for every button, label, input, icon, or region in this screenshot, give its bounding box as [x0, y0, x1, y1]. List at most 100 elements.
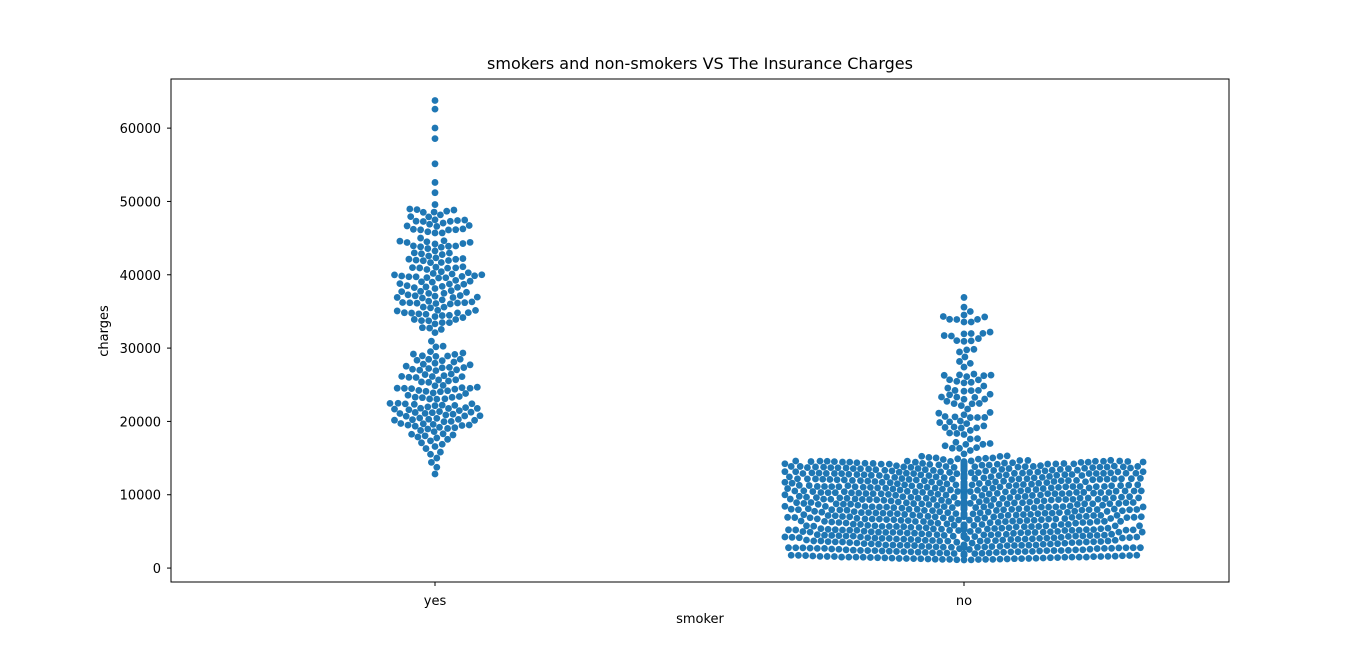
- data-point-yes: [427, 437, 434, 445]
- data-point-no: [1021, 493, 1029, 500]
- data-point-no: [1021, 535, 1029, 543]
- data-point-yes: [438, 364, 446, 372]
- data-point-no: [954, 499, 962, 507]
- data-point-no: [987, 502, 995, 509]
- data-point-yes: [440, 237, 448, 245]
- data-point-yes: [431, 189, 439, 197]
- data-point-yes: [406, 205, 414, 213]
- data-point-yes: [396, 280, 404, 288]
- data-point-no: [1014, 535, 1022, 543]
- data-point-no: [853, 471, 861, 478]
- data-point-yes: [399, 299, 406, 306]
- data-point-no: [1105, 489, 1113, 496]
- data-point-yes: [431, 359, 439, 367]
- data-point-no: [961, 353, 969, 361]
- data-point-no: [1103, 475, 1111, 483]
- data-point-no: [817, 525, 825, 533]
- data-point-no: [895, 555, 903, 562]
- data-point-no: [1097, 538, 1105, 545]
- data-point-no: [812, 475, 819, 483]
- data-point-no: [1065, 520, 1072, 528]
- data-point-no: [960, 337, 968, 345]
- data-point-yes: [461, 412, 469, 420]
- data-point-yes: [461, 299, 469, 307]
- data-point-no: [979, 329, 987, 337]
- data-point-no: [1073, 476, 1080, 484]
- data-point-no: [1092, 470, 1100, 477]
- data-point-yes: [393, 384, 401, 392]
- data-point-no: [893, 462, 900, 470]
- data-point-no: [975, 527, 982, 534]
- data-point-no: [1079, 519, 1087, 526]
- data-point-no: [950, 493, 958, 501]
- data-point-no: [987, 531, 995, 539]
- data-point-no: [974, 486, 981, 494]
- data-point-no: [784, 485, 791, 492]
- data-point-yes: [464, 269, 472, 277]
- data-point-yes: [437, 259, 445, 266]
- data-point-no: [993, 460, 1001, 468]
- data-point-no: [846, 458, 854, 466]
- data-point-yes: [463, 288, 470, 296]
- data-point-no: [858, 496, 866, 503]
- data-point-no: [970, 345, 978, 353]
- data-point-no: [913, 505, 921, 513]
- data-point-yes: [431, 402, 439, 410]
- data-point-no: [1038, 516, 1045, 524]
- data-point-no: [948, 475, 956, 483]
- data-point-yes: [433, 463, 441, 471]
- data-point-no: [960, 311, 968, 319]
- data-point-yes: [467, 408, 475, 416]
- data-point-no: [1085, 484, 1093, 492]
- data-point-no: [963, 346, 971, 354]
- data-point-yes: [401, 400, 409, 408]
- data-point-no: [1123, 514, 1131, 522]
- data-point-yes: [421, 432, 429, 440]
- data-point-no: [849, 546, 857, 554]
- data-point-no: [1086, 532, 1094, 539]
- data-point-no: [842, 546, 850, 554]
- data-point-no: [1002, 488, 1009, 496]
- data-point-no: [1037, 462, 1044, 470]
- data-point-no: [1128, 475, 1135, 483]
- data-point-yes: [410, 225, 417, 233]
- data-point-no: [807, 499, 815, 506]
- data-point-yes: [433, 395, 441, 403]
- data-point-yes: [449, 431, 457, 439]
- data-point-no: [795, 492, 803, 500]
- data-point-yes: [444, 264, 451, 272]
- data-point-no: [1018, 541, 1025, 549]
- data-point-no: [946, 429, 953, 437]
- data-point-no: [1039, 485, 1047, 492]
- data-point-yes: [415, 310, 423, 318]
- data-point-no: [953, 470, 961, 478]
- data-point-no: [1101, 531, 1108, 539]
- data-point-no: [1037, 491, 1044, 499]
- data-point-no: [872, 466, 880, 474]
- data-point-no: [985, 461, 993, 469]
- data-point-no: [1086, 519, 1094, 526]
- data-point-yes: [438, 440, 446, 448]
- chart-title: smokers and non-smokers VS The Insurance…: [487, 54, 913, 73]
- data-point-no: [998, 465, 1006, 473]
- data-point-no: [804, 505, 812, 513]
- data-point-yes: [422, 310, 430, 318]
- y-tick-label: 20000: [120, 415, 161, 430]
- data-point-no: [1072, 519, 1079, 527]
- data-point-no: [878, 547, 886, 555]
- data-point-yes: [454, 309, 461, 317]
- data-point-yes: [422, 445, 430, 452]
- data-point-no: [943, 520, 951, 528]
- data-point-no: [953, 377, 961, 385]
- data-point-no: [1050, 478, 1058, 485]
- data-point-no: [954, 455, 962, 463]
- data-point-no: [1015, 505, 1023, 513]
- data-point-no: [1002, 471, 1010, 479]
- data-point-yes: [460, 280, 468, 288]
- data-point-no: [981, 395, 989, 403]
- data-point-no: [859, 483, 867, 491]
- data-point-yes: [413, 356, 421, 364]
- data-point-yes: [446, 217, 454, 225]
- data-point-no: [787, 463, 795, 470]
- data-point-no: [788, 533, 796, 541]
